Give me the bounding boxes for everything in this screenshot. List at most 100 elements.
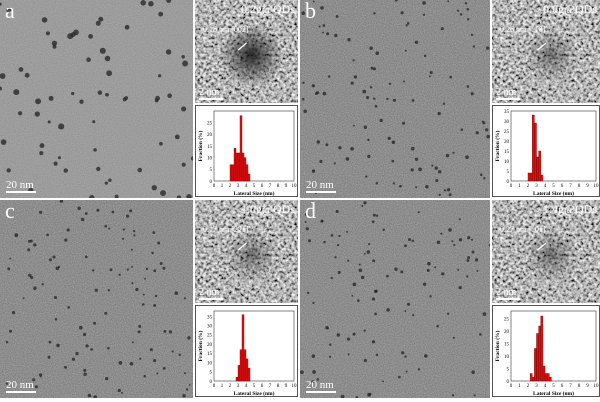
- tem-image: d 20 nm: [300, 200, 490, 398]
- quantum-dot: [370, 66, 374, 70]
- sample-label: 0.6g@QDs: [542, 2, 597, 16]
- x-tick-label: 7: [269, 184, 272, 189]
- quantum-dot: [153, 269, 157, 273]
- histogram-bar: [237, 365, 241, 382]
- sample-label: 0.2g@QDs: [240, 2, 295, 16]
- quantum-dot: [142, 303, 145, 306]
- quantum-dot: [358, 268, 363, 273]
- quantum-dot: [366, 250, 371, 254]
- x-tick-label: 3: [535, 184, 538, 189]
- lattice-spacing-label: 0.18 nm [002]: [203, 25, 249, 34]
- histogram-bar: [233, 148, 237, 182]
- quantum-dot: [93, 395, 98, 398]
- quantum-dot: [67, 306, 71, 309]
- y-tick-label: 25: [207, 334, 213, 339]
- inset-scale-line: [496, 98, 520, 100]
- quantum-dot: [399, 184, 402, 188]
- quantum-dot: [188, 384, 191, 386]
- quantum-dot: [476, 269, 479, 272]
- quantum-dot: [182, 394, 186, 398]
- lattice-spacing-label: 0.27 nm [101]: [500, 225, 546, 234]
- quantum-dot: [13, 89, 20, 96]
- quantum-dot: [320, 219, 324, 223]
- quantum-dot: [422, 1, 426, 5]
- quantum-dot: [320, 6, 324, 10]
- quantum-dot: [400, 270, 404, 274]
- quantum-dot: [162, 367, 166, 370]
- quantum-dot: [129, 361, 134, 366]
- quantum-dot: [374, 104, 378, 108]
- x-tick-label: 3: [237, 184, 240, 189]
- histogram-bar: [229, 164, 233, 182]
- quantum-dot: [24, 72, 30, 78]
- histogram-bar: [247, 367, 251, 382]
- quantum-dot: [334, 256, 337, 259]
- quantum-dot: [392, 98, 396, 102]
- quantum-dot: [311, 354, 316, 358]
- quantum-dot: [471, 370, 475, 374]
- quantum-dot: [366, 96, 370, 100]
- x-tick-label: 10: [594, 184, 600, 189]
- y-tick-label: 25: [504, 317, 510, 322]
- quantum-dot: [138, 324, 142, 328]
- quantum-dot: [149, 348, 153, 352]
- quantum-dot: [305, 227, 309, 231]
- quantum-dot: [355, 396, 359, 398]
- quantum-dot: [118, 273, 121, 277]
- quantum-dot: [442, 102, 446, 105]
- quantum-dot: [465, 155, 469, 160]
- quantum-dot: [404, 355, 407, 358]
- quantum-dot: [93, 321, 97, 325]
- quantum-dot: [372, 259, 376, 263]
- quantum-dot: [351, 294, 354, 297]
- quantum-dot: [440, 232, 443, 235]
- x-tick-label: 3: [535, 384, 538, 389]
- quantum-dot: [335, 14, 339, 18]
- quantum-dot: [367, 393, 371, 397]
- quantum-dot: [369, 46, 373, 50]
- sample-label: 1.0g@QDs: [240, 202, 295, 216]
- quantum-dot: [456, 9, 460, 12]
- quantum-dot: [472, 45, 476, 48]
- quantum-dot: [316, 378, 320, 381]
- quantum-dot: [334, 33, 338, 38]
- quantum-dot: [375, 214, 379, 217]
- size-histogram: 0 1 2 3 4 5 6 7 8 9 10 0 5 10 15 20 25 30 35 Lateral Size (…: [195, 305, 298, 397]
- plot-frame: [510, 310, 597, 382]
- quantum-dot: [33, 286, 37, 291]
- y-tick-label: 5: [210, 371, 213, 376]
- quantum-dot: [75, 351, 79, 356]
- quantum-dot: [39, 151, 44, 156]
- quantum-dot: [160, 190, 166, 197]
- quantum-dot: [94, 288, 98, 292]
- tem-image: b 20 nm: [300, 0, 490, 198]
- x-tick-label: 5: [552, 384, 555, 389]
- histogram-bar: [247, 173, 251, 182]
- quantum-dot: [486, 134, 490, 139]
- quantum-dot: [323, 240, 326, 244]
- scale-bar-line: [6, 391, 36, 393]
- quantum-dot: [371, 220, 375, 224]
- x-tick-label: 7: [569, 184, 572, 189]
- quantum-dot: [104, 224, 108, 228]
- histogram-bar: [532, 114, 535, 182]
- x-axis-label: Lateral Size (nm): [234, 390, 275, 397]
- quantum-dot: [330, 276, 333, 280]
- quantum-dot: [54, 318, 58, 321]
- quantum-dot: [372, 67, 377, 71]
- quantum-dot: [466, 7, 470, 11]
- quantum-dot: [422, 13, 426, 16]
- quantum-dot: [307, 291, 310, 295]
- quantum-dot: [89, 194, 95, 198]
- quantum-dot: [353, 75, 358, 79]
- y-tick-label: 35: [504, 110, 510, 115]
- quantum-dot: [466, 85, 470, 88]
- y-tick-label: 30: [207, 325, 213, 330]
- quantum-dot: [38, 210, 43, 214]
- scale-bar-label: 20 nm: [306, 379, 334, 391]
- x-axis-label: Lateral Size (nm): [533, 190, 574, 197]
- x-tick-label: 3: [237, 384, 240, 389]
- quantum-dot: [108, 178, 112, 182]
- quantum-dot: [473, 394, 476, 397]
- quantum-dot: [59, 200, 64, 203]
